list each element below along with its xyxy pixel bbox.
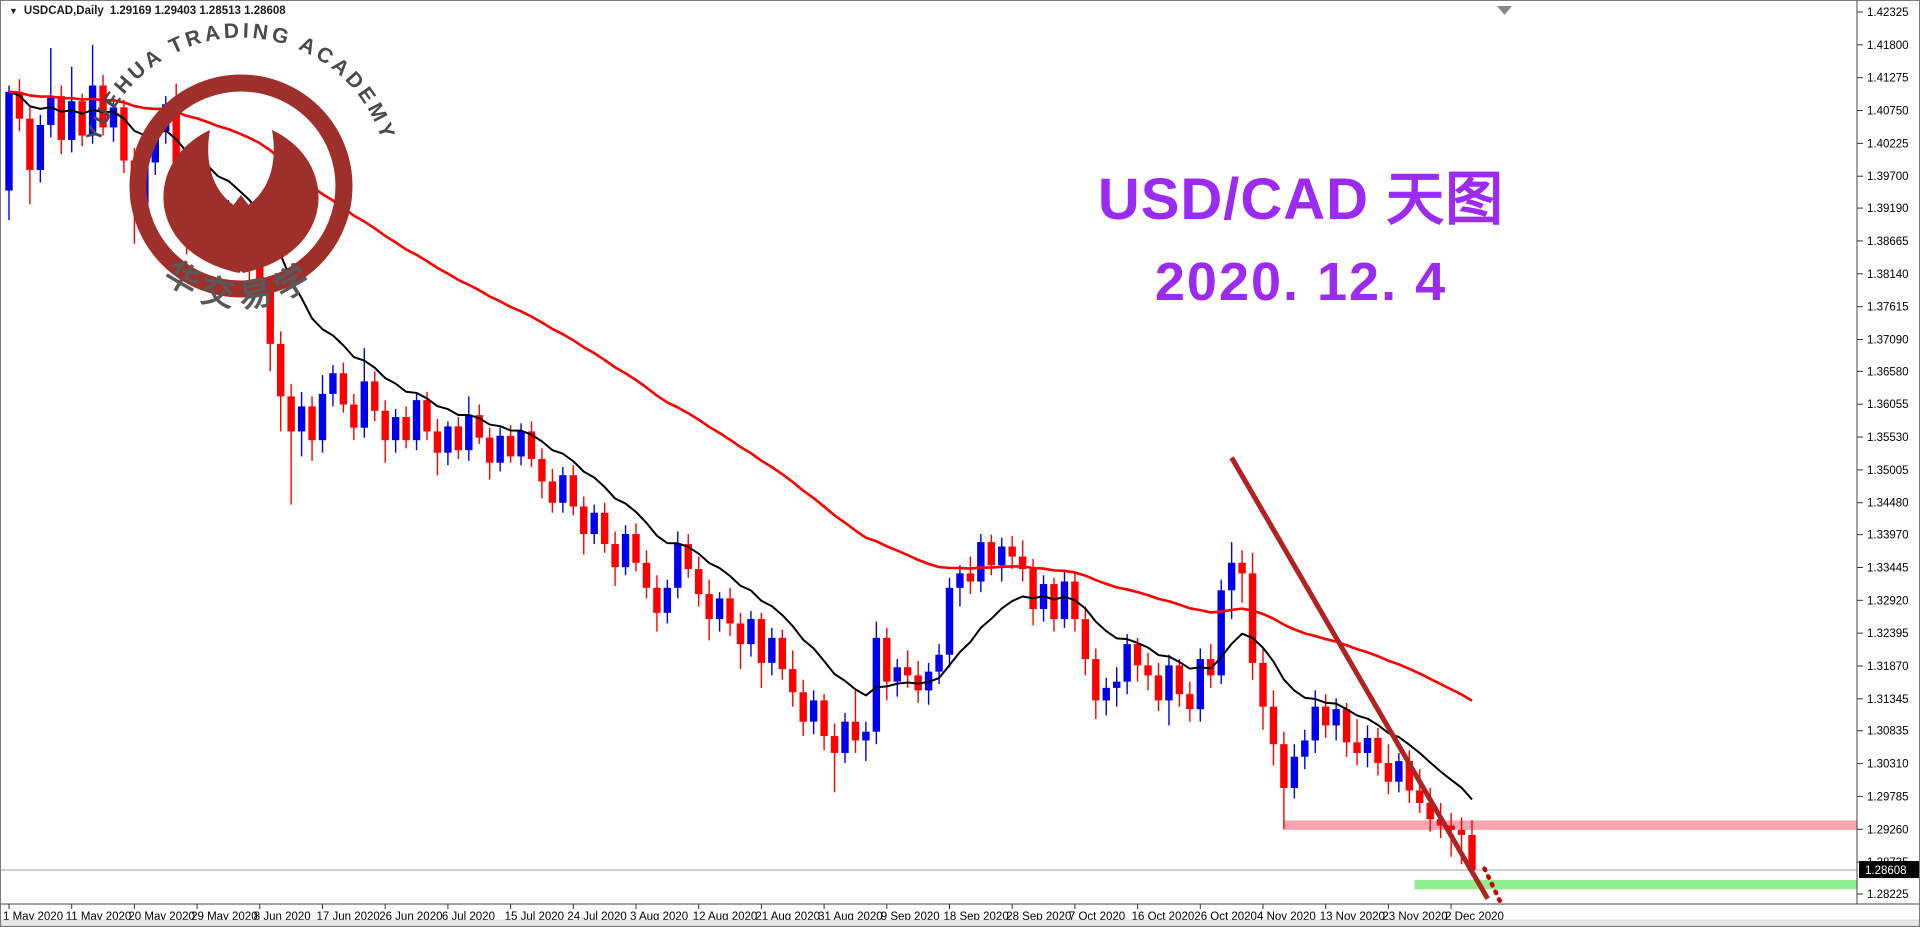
ohlc-values-label: 1.29169 1.29403 1.28513 1.28608 [109,5,286,17]
price-axis-label: 1.29260 [1867,824,1909,836]
price-axis-label: 1.35530 [1867,432,1909,444]
price-axis-label: 1.33970 [1867,530,1909,542]
chevron-down-icon[interactable]: ▼ [9,6,18,16]
price-axis-label: 1.40225 [1867,138,1909,150]
symbol-period-label: USDCAD,Daily [23,5,104,17]
price-axis-label: 1.37090 [1867,334,1909,346]
price-axis-label: 1.30310 [1867,759,1909,771]
chart-shift-marker-icon [1497,6,1512,15]
price-axis-label: 1.38665 [1867,236,1909,248]
down-arrow-shaft [1482,866,1515,926]
price-axis-label: 1.34480 [1867,498,1909,510]
watermark-logo: YUEHUA TRADING ACADEMY悦华交易学院 [1,1,396,315]
price-axis-label: 1.36580 [1867,366,1909,378]
price-axis-label: 1.35005 [1867,465,1909,477]
current-price-badge [1859,861,1919,879]
price-axis-label: 1.29785 [1867,791,1909,803]
resistance-zone [1283,820,1857,830]
title-line1: USD/CAD 天图 [1097,167,1505,232]
price-axis-label: 1.30835 [1867,726,1909,738]
current-price-badge-value: 1.28608 [1865,865,1907,877]
bottom-scroll-strip [1,919,1919,926]
logo-left-leaf-icon [163,130,241,273]
support-zone [1414,879,1857,890]
price-axis-label: 1.36055 [1867,399,1909,411]
price-axis-label: 1.38140 [1867,269,1909,281]
annotations-layer [1229,456,1520,926]
chart-annotation-title: USD/CAD 天图 2020. 12. 4 [1061,171,1541,313]
price-axis-label: 1.31870 [1867,661,1909,673]
title-line2: 2020. 12. 4 [1154,252,1448,312]
price-axis-label: 1.28225 [1867,889,1909,901]
price-axis-label: 1.31345 [1867,694,1909,706]
price-axis-label: 1.41800 [1867,40,1909,52]
price-axis-label: 1.40750 [1867,106,1909,118]
price-axis-label: 1.39700 [1867,171,1909,183]
price-axis-label: 1.32395 [1867,628,1909,640]
slow-ma-line [8,90,1473,702]
logo-stem-icon [232,195,250,271]
zones-layer [1283,820,1857,890]
logo-right-leaf-icon [241,130,319,273]
price-axis-label: 1.39190 [1867,203,1909,215]
price-axis-label: 1.33445 [1867,562,1909,574]
price-axis-label: 1.42325 [1867,7,1909,19]
price-axis-label: 1.37615 [1867,302,1909,314]
descending-trendline [1229,456,1490,900]
price-axis-label: 1.32920 [1867,595,1909,607]
symbol-header: ▼ USDCAD,Daily 1.29169 1.29403 1.28513 1… [9,5,286,17]
logo-ring-icon [129,74,353,298]
price-axis-label: 1.41275 [1867,73,1909,85]
